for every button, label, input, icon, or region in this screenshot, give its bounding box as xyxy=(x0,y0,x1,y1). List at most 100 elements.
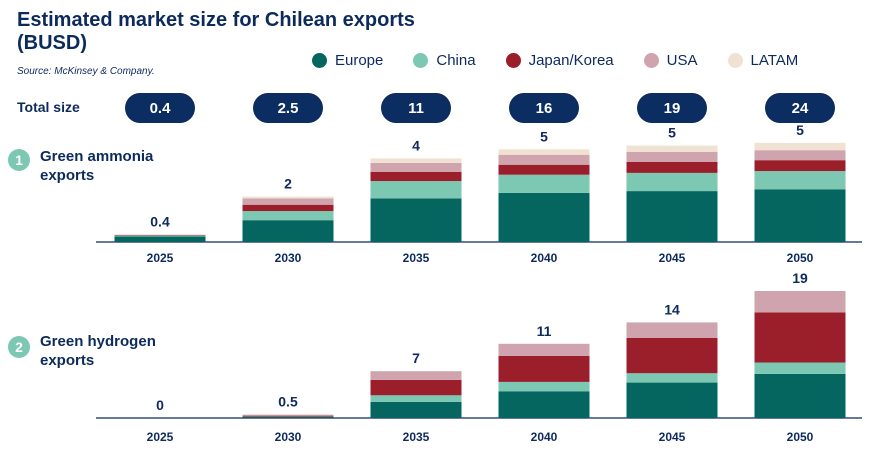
ammonia-total-label-2050: 5 xyxy=(796,122,804,138)
section-label-hydrogen: Green hydrogen exports xyxy=(40,333,156,369)
section-badge-ammonia: 1 xyxy=(8,149,30,171)
hydrogen-year-label-2050: 2050 xyxy=(787,430,814,444)
hydrogen-bar-2040-europe xyxy=(498,391,590,418)
ammonia-bar-2040-europe xyxy=(498,192,590,242)
legend-item-china: China xyxy=(413,52,476,69)
ammonia-bar-2045-latam xyxy=(626,145,718,152)
page-title: Estimated market size for Chilean export… xyxy=(17,9,415,54)
hydrogen-bar-2045-usa xyxy=(626,322,718,338)
hydrogen-bar-2040-japan-korea xyxy=(498,355,590,382)
ammonia-year-label-2050: 2050 xyxy=(787,251,814,265)
ammonia-bar-2030-china xyxy=(242,211,334,221)
ammonia-bar-2040-china xyxy=(498,174,590,193)
ammonia-year-label-2040: 2040 xyxy=(531,251,558,265)
source-note: Source: McKinsey & Company. xyxy=(17,66,155,77)
legend-item-latam: LATAM xyxy=(727,52,799,69)
total-pill-2030: 2.5 xyxy=(253,93,323,123)
ammonia-bar-2035-latam xyxy=(370,158,462,163)
total-pill-2035: 11 xyxy=(381,93,451,123)
hydrogen-bar-2045-europe xyxy=(626,382,718,418)
ammonia-total-label-2030: 2 xyxy=(284,176,292,192)
ammonia-bar-2050-usa xyxy=(754,150,846,161)
ammonia-bar-2050-europe xyxy=(754,189,846,242)
total-pill-2025: 0.4 xyxy=(125,93,195,123)
legend-item-usa: USA xyxy=(643,52,698,69)
ammonia-bar-2035-china xyxy=(370,181,462,199)
hydrogen-bar-2050-japan-korea xyxy=(754,312,846,363)
ammonia-total-label-2045: 5 xyxy=(668,125,676,141)
hydrogen-bar-2050-usa xyxy=(754,291,846,313)
ammonia-bar-2050-japan-korea xyxy=(754,160,846,172)
legend-label-japan-korea: Japan/Korea xyxy=(528,52,614,69)
ammonia-bar-2030-latam xyxy=(242,196,334,199)
hydrogen-year-label-2035: 2035 xyxy=(403,430,430,444)
ammonia-bar-2025-china xyxy=(114,235,206,237)
ammonia-bar-2030-usa xyxy=(242,198,334,205)
legend-swatch-latam xyxy=(727,53,743,68)
section-label-ammonia: Green ammonia exports xyxy=(40,148,154,184)
legend-swatch-china xyxy=(413,53,429,68)
legend-label-europe: Europe xyxy=(335,52,384,69)
legend: Europe China Japan/Korea USA LATAM xyxy=(312,52,798,69)
ammonia-bar-2045-china xyxy=(626,172,718,192)
hydrogen-bar-2035-europe xyxy=(370,401,462,418)
hydrogen-bar-2045-japan-korea xyxy=(626,337,718,374)
ammonia-bar-2025-japan-korea xyxy=(114,235,206,236)
hydrogen-year-label-2025: 2025 xyxy=(147,430,174,444)
ammonia-year-label-2035: 2035 xyxy=(403,251,430,265)
ammonia-bar-2030-japan-korea xyxy=(242,204,334,212)
ammonia-bar-2025-europe xyxy=(114,236,206,242)
legend-swatch-usa xyxy=(643,53,659,68)
legend-item-japan-korea: Japan/Korea xyxy=(505,52,614,69)
hydrogen-bar-2050-china xyxy=(754,362,846,374)
hydrogen-bar-2035-usa xyxy=(370,371,462,380)
ammonia-bar-2045-usa xyxy=(626,152,718,162)
ammonia-bar-2040-japan-korea xyxy=(498,164,590,175)
hydrogen-bar-2045-china xyxy=(626,373,718,383)
legend-label-latam: LATAM xyxy=(750,52,799,69)
ammonia-bar-2040-latam xyxy=(498,149,590,155)
hydrogen-bar-2035-japan-korea xyxy=(370,379,462,396)
hydrogen-total-label-2045: 14 xyxy=(664,301,680,317)
ammonia-year-label-2025: 2025 xyxy=(147,251,174,265)
section-badge-hydrogen: 2 xyxy=(8,336,30,358)
total-pill-2050: 24 xyxy=(765,93,835,123)
ammonia-bar-2045-japan-korea xyxy=(626,162,718,173)
ammonia-bar-2030-europe xyxy=(242,220,334,242)
ammonia-year-label-2030: 2030 xyxy=(275,251,302,265)
total-pill-2040: 16 xyxy=(509,93,579,123)
ammonia-bar-2050-china xyxy=(754,171,846,190)
hydrogen-year-label-2045: 2045 xyxy=(659,430,686,444)
hydrogen-bar-2035-china xyxy=(370,395,462,402)
hydrogen-total-label-2025: 0 xyxy=(156,397,164,413)
legend-label-china: China xyxy=(436,52,476,69)
legend-swatch-europe xyxy=(312,53,327,68)
ammonia-bar-2035-europe xyxy=(370,198,462,242)
ammonia-bar-2045-europe xyxy=(626,191,718,242)
total-pill-2045: 19 xyxy=(637,93,707,123)
ammonia-total-label-2025: 0.4 xyxy=(150,214,170,230)
hydrogen-total-label-2040: 11 xyxy=(537,323,552,339)
hydrogen-bar-2030-japan-korea xyxy=(242,415,334,417)
hydrogen-year-label-2040: 2040 xyxy=(531,430,558,444)
legend-label-usa: USA xyxy=(666,52,698,69)
ammonia-total-label-2035: 4 xyxy=(412,137,420,153)
hydrogen-bar-2040-china xyxy=(498,381,590,392)
ammonia-total-label-2040: 5 xyxy=(540,128,548,144)
ammonia-year-label-2045: 2045 xyxy=(659,251,686,265)
ammonia-bar-2035-japan-korea xyxy=(370,172,462,182)
legend-swatch-japan-korea xyxy=(505,53,521,68)
legend-item-europe: Europe xyxy=(312,52,383,69)
hydrogen-year-label-2030: 2030 xyxy=(275,430,302,444)
hydrogen-bar-2050-europe xyxy=(754,373,846,418)
total-size-label: Total size xyxy=(17,99,80,115)
ammonia-bar-2050-latam xyxy=(754,142,846,151)
hydrogen-total-label-2035: 7 xyxy=(412,350,420,366)
ammonia-bar-2040-usa xyxy=(498,154,590,165)
ammonia-bar-2035-usa xyxy=(370,162,462,172)
hydrogen-bar-2030-usa xyxy=(242,414,334,416)
hydrogen-bar-2040-usa xyxy=(498,343,590,356)
hydrogen-bar-2030-europe xyxy=(242,416,334,418)
hydrogen-total-label-2050: 19 xyxy=(792,270,808,286)
